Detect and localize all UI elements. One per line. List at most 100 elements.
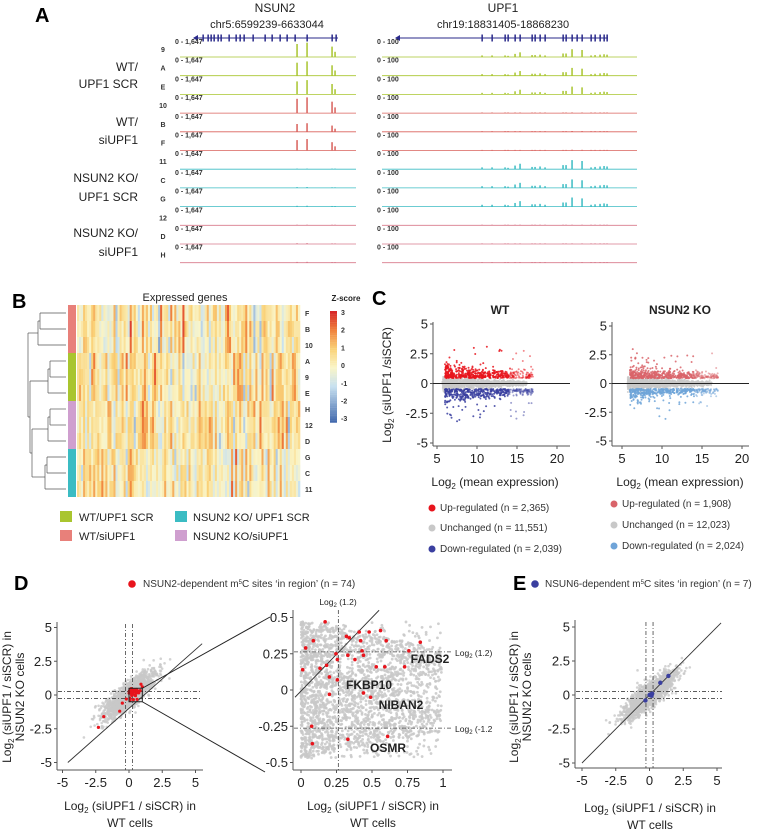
heatmap-cell (220, 353, 224, 369)
heatmap-cell (182, 305, 185, 321)
heatmap-cell (174, 417, 177, 433)
signal-peak (544, 112, 546, 114)
point-up-regulated (466, 372, 469, 375)
heatmap-cell (87, 449, 90, 465)
heatmap-cell (210, 433, 214, 449)
heatmap-cell (227, 321, 230, 337)
heatmap-cell (156, 465, 159, 481)
point-unchanged (446, 383, 449, 386)
point-up-regulated (531, 375, 534, 378)
point-up-regulated (474, 370, 477, 373)
signal-peak (481, 204, 483, 207)
group-color-bar (68, 401, 76, 417)
heatmap-cell (233, 481, 236, 497)
signal-peak (306, 123, 308, 132)
heatmap-cell (188, 353, 191, 369)
signal-peak (581, 87, 583, 95)
heatmap-cell (277, 481, 281, 497)
point-up-regulated (508, 377, 511, 380)
heatmap-cell (111, 353, 114, 369)
heatmap-cell (229, 401, 232, 417)
group-label: NSUN2 KO/ (73, 171, 138, 185)
heatmap-cell (176, 401, 179, 417)
point-down-regulated (496, 389, 499, 392)
signal-peak (306, 205, 308, 207)
heatmap-cell (247, 337, 250, 353)
point-unchanged (483, 380, 486, 383)
heatmap-cell (263, 465, 266, 481)
heatmap-cell (253, 385, 256, 401)
point-down-regulated (456, 420, 459, 423)
signal-peak (571, 197, 573, 207)
y-tick-label: 0 (600, 376, 607, 391)
heatmap-cell (109, 433, 112, 449)
heatmap-cell (269, 401, 272, 417)
track-scale-label: 0 - 100 (377, 58, 399, 65)
point-unchanged (485, 385, 488, 388)
track-scale-label: 0 - 1,647 (175, 151, 203, 158)
heatmap-cell (164, 433, 167, 449)
group-color-bar (68, 481, 76, 497)
point-up-regulated (522, 368, 525, 371)
heatmap-cell (247, 449, 250, 465)
colorbar-segment (330, 316, 337, 319)
heatmap-cell (255, 401, 258, 417)
heatmap-cell (149, 305, 153, 321)
point-up-regulated (522, 372, 525, 375)
signal-peak (491, 167, 493, 170)
heatmap-cell (275, 337, 278, 353)
heatmap-cell (289, 481, 293, 497)
point-up-regulated (500, 349, 503, 352)
point-up-regulated (500, 376, 503, 379)
group-color-bar (68, 337, 76, 353)
heatmap-cell (257, 369, 260, 385)
signal-peak (606, 185, 608, 188)
heatmap-cell (212, 337, 216, 353)
heatmap-cell (190, 385, 193, 401)
point-unchanged (479, 384, 482, 387)
signal-peak (306, 80, 308, 95)
heatmap-cell (271, 385, 274, 401)
exon (220, 34, 222, 42)
point-down-regulated (515, 387, 518, 390)
point-up-regulated (511, 358, 514, 361)
heatmap-cell (251, 337, 254, 353)
signal-peak (514, 243, 516, 244)
heatmap-cell (160, 305, 163, 321)
heatmap-cell (143, 401, 147, 417)
point-down-regulated (482, 410, 485, 413)
heatmap-cell (162, 449, 165, 465)
heatmap-cell (111, 321, 114, 337)
heatmap-cell (233, 337, 236, 353)
signal-peak (534, 73, 536, 76)
heatmap-cell (273, 353, 276, 369)
heatmap-cell (241, 417, 244, 433)
heatmap-cell (143, 353, 147, 369)
heatmap-cell (212, 433, 216, 449)
point-unchanged (458, 383, 461, 386)
colorbar-segment (330, 344, 337, 347)
signal-peak (581, 68, 583, 76)
point-up-regulated (510, 376, 513, 379)
point-up-regulated (499, 374, 502, 377)
heatmap-cell (277, 401, 281, 417)
heatmap-cell (214, 417, 218, 433)
exon (544, 34, 546, 42)
signal-peak (606, 92, 608, 95)
heatmap-cell (239, 481, 242, 497)
heatmap-cell (227, 417, 230, 433)
heatmap-cell (123, 449, 126, 465)
heatmap-cell (164, 417, 167, 433)
heatmap-cell (249, 465, 252, 481)
signal-peak (334, 51, 336, 57)
heatmap-cell (97, 337, 100, 353)
heatmap-cell (216, 321, 220, 337)
heatmap-cell (245, 385, 248, 401)
point-down-regulated (504, 392, 507, 395)
colorbar-segment (330, 359, 337, 362)
heatmap-cell (103, 353, 106, 369)
heatmap-cell (261, 465, 264, 481)
heatmap-cell (145, 385, 149, 401)
heatmap-cell (182, 465, 185, 481)
heatmap-cell (83, 433, 86, 449)
